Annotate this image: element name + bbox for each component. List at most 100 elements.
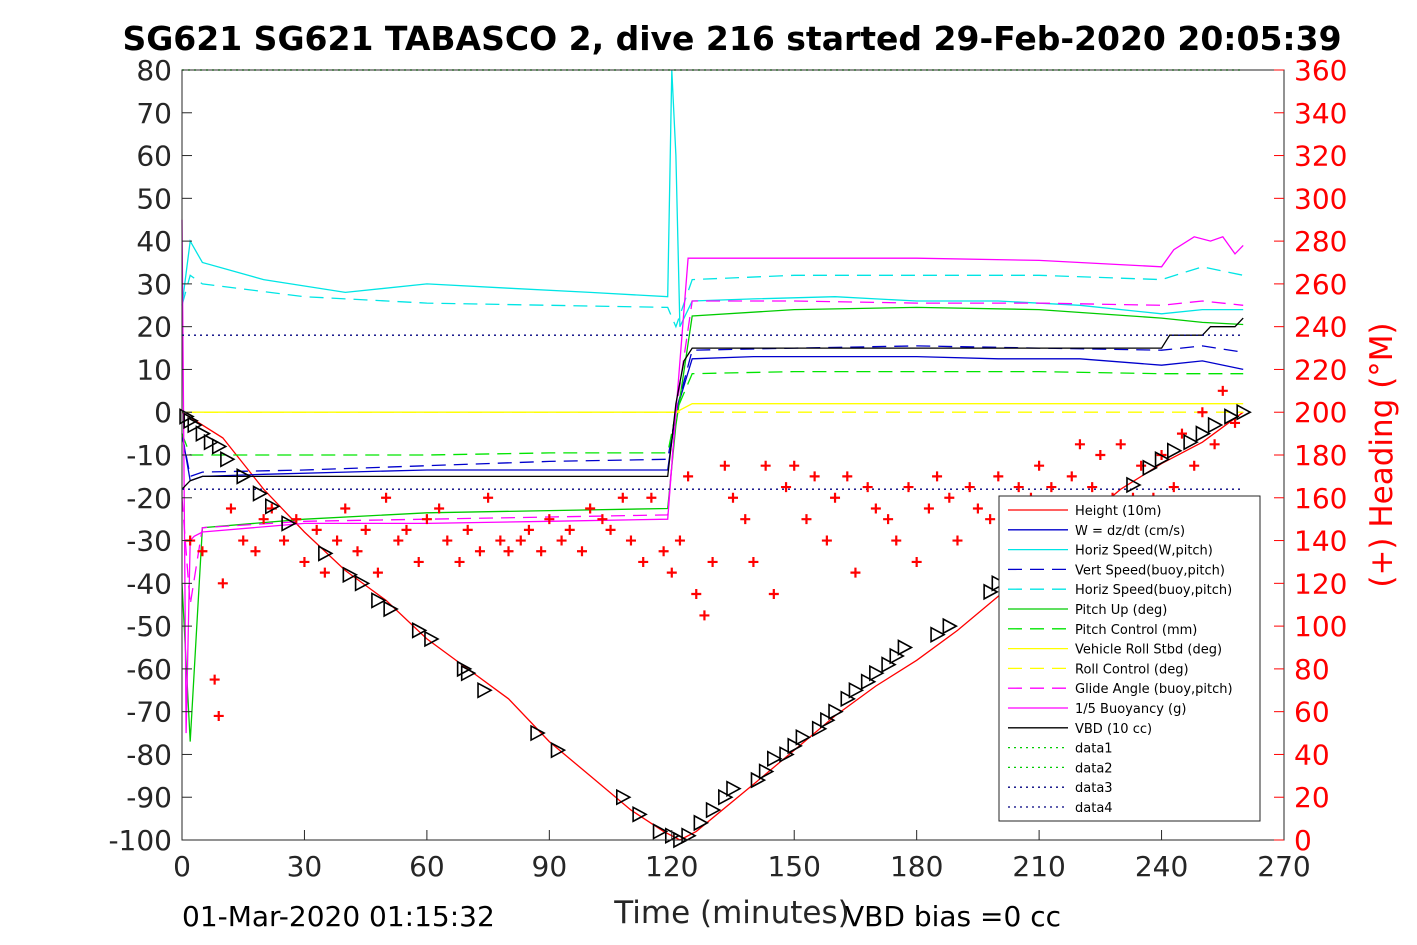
waypoint-marker — [869, 664, 885, 682]
waypoint-marker — [718, 788, 734, 806]
waypoint-marker — [820, 711, 836, 729]
heading-point — [638, 556, 649, 567]
y-right-tick-label: 60 — [1294, 696, 1330, 729]
heading-point — [952, 535, 963, 546]
waypoint-marker — [411, 622, 428, 639]
waypoint-marker — [860, 673, 877, 691]
x-tick-label: 60 — [409, 850, 445, 883]
x-tick-label: 240 — [1135, 850, 1188, 883]
heading-point — [707, 556, 718, 567]
waypoint-marker — [1142, 459, 1158, 477]
y-tick-label: -80 — [126, 738, 172, 771]
legend-label-data3: data3 — [1075, 781, 1113, 796]
y-tick-label: 60 — [136, 140, 172, 173]
waypoint-marker — [767, 750, 783, 768]
heading-point — [413, 556, 424, 567]
waypoint-marker — [179, 408, 195, 425]
heading-point — [789, 460, 800, 471]
waypoint-marker — [460, 664, 477, 682]
waypoint-marker — [897, 639, 914, 656]
waypoint-marker — [930, 626, 946, 644]
heading-point — [683, 471, 694, 482]
y-right-tick-label: 100 — [1294, 610, 1347, 643]
waypoint-marker — [1236, 403, 1252, 421]
heading-point — [442, 535, 453, 546]
heading-point — [1034, 460, 1045, 471]
legend-label-horiz-speed-buoy-pitch: Horiz Speed(buoy,pitch) — [1075, 583, 1232, 598]
y-right-tick-label: 260 — [1294, 268, 1347, 301]
x-axis: 0 30 60 90 120 150 180 210 240 270 — [173, 830, 1311, 883]
y-tick-label: -20 — [126, 482, 172, 515]
waypoint-marker — [750, 771, 767, 789]
y-axis-right: 0 20 40 60 80 100 120 140 160 180 200 220 240 260 280 3… — [1274, 54, 1347, 857]
y-right-tick-label: 340 — [1294, 97, 1347, 130]
x-tick-label: 0 — [173, 850, 191, 883]
series-vert-speed-buoy-pitch — [181, 345, 1244, 478]
legend-label-height-10m: Height (10m) — [1075, 504, 1161, 519]
waypoint-marker — [383, 600, 399, 618]
heading-point — [1115, 439, 1126, 450]
y-axis-right-label: (+) Heading (°M) — [1364, 322, 1400, 587]
heading-point — [279, 535, 290, 546]
waypoint-marker — [616, 788, 632, 806]
heading-point — [809, 471, 820, 482]
legend-label-vehicle-roll-stbd-deg: Vehicle Roll Stbd (deg) — [1075, 643, 1222, 658]
heading-point — [801, 514, 812, 525]
heading-point — [617, 492, 628, 503]
heading-point — [932, 471, 943, 482]
series-1-5-buoyancy-g — [181, 219, 1244, 734]
heading-point — [258, 514, 269, 525]
legend-label-horiz-speed-w-pitch: Horiz Speed(W,pitch) — [1075, 544, 1213, 559]
waypoint-marker — [456, 660, 473, 678]
waypoint-marker — [252, 485, 269, 502]
waypoint-marker — [889, 647, 905, 665]
legend-label-glide-angle-buoy-pitch: Glide Angle (buoy,pitch) — [1075, 682, 1233, 697]
heading-point — [830, 492, 841, 503]
heading-point — [911, 556, 922, 567]
y-right-tick-label: 120 — [1294, 567, 1347, 600]
heading-point — [360, 524, 371, 535]
waypoint-marker — [632, 805, 648, 823]
heading-point — [1046, 482, 1057, 493]
legend-label-data1: data1 — [1075, 742, 1113, 757]
y-right-tick-label: 200 — [1294, 396, 1347, 429]
waypoint-marker — [942, 617, 959, 635]
waypoint-marker — [550, 741, 567, 759]
x-tick-label: 120 — [645, 850, 698, 883]
waypoint-marker — [881, 656, 897, 673]
heading-point — [238, 535, 249, 546]
heading-point — [646, 492, 657, 503]
heading-point — [1136, 460, 1147, 471]
heading-point — [728, 492, 738, 503]
heading-point — [1176, 428, 1187, 439]
y-right-tick-label: 320 — [1294, 140, 1347, 173]
heading-point — [985, 514, 996, 525]
heading-point — [1095, 450, 1106, 460]
waypoint-marker — [264, 497, 281, 515]
y-right-tick-label: 40 — [1294, 738, 1330, 771]
heading-point — [699, 610, 710, 621]
heading-point — [217, 578, 228, 589]
y-right-tick-label: 180 — [1294, 439, 1347, 472]
heading-point — [625, 535, 636, 546]
legend-label-1-5-buoyancy-g: 1/5 Buoyancy (g) — [1075, 702, 1186, 717]
legend-label-w-dz-dt-cm-s: W = dz/dt (cm/s) — [1075, 524, 1185, 539]
heading-point — [1230, 417, 1241, 428]
heading-point — [862, 482, 873, 493]
heading-point — [352, 546, 363, 557]
x-tick-label: 210 — [1012, 850, 1065, 883]
heading-point — [1168, 482, 1179, 493]
heading-point — [1217, 385, 1228, 396]
y-tick-label: -30 — [126, 525, 172, 558]
waypoint-marker — [693, 814, 710, 832]
heading-point — [658, 546, 669, 557]
heading-point — [1197, 407, 1208, 418]
heading-point — [564, 524, 575, 535]
waypoint-marker — [1224, 408, 1240, 425]
waypoint-marker — [1183, 433, 1199, 451]
waypoint-marker — [281, 515, 297, 532]
waypoint-marker — [828, 703, 844, 721]
heading-point — [515, 535, 526, 546]
waypoint-marker — [779, 746, 795, 763]
waypoint-marker — [183, 412, 199, 430]
